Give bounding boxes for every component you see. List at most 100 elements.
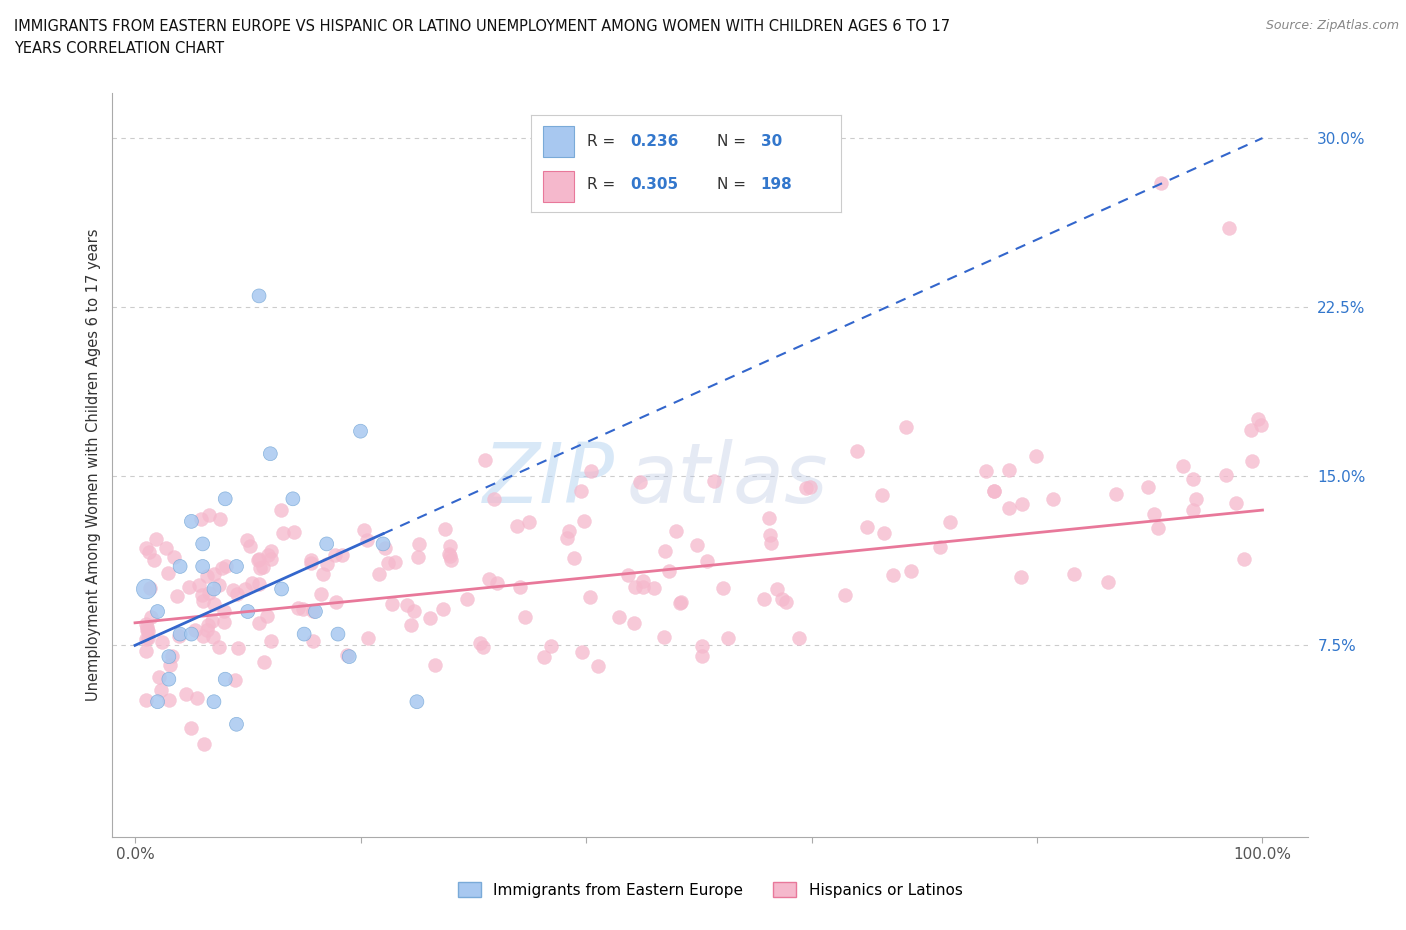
Point <box>628 474 651 489</box>
Point <box>135 631 157 646</box>
Point <box>302 633 325 648</box>
Point <box>761 536 783 551</box>
Point <box>260 551 283 566</box>
Legend: Immigrants from Eastern Europe, Hispanics or Latinos: Immigrants from Eastern Europe, Hispanic… <box>451 875 969 904</box>
Point <box>482 492 505 507</box>
Point <box>1147 521 1170 536</box>
Point <box>260 544 283 559</box>
Point <box>515 609 537 624</box>
Point <box>517 514 540 529</box>
Point <box>873 525 896 540</box>
Point <box>174 686 197 701</box>
Point <box>233 581 256 596</box>
Point <box>665 524 688 538</box>
Point <box>325 595 347 610</box>
Point <box>163 550 186 565</box>
Point <box>654 543 676 558</box>
Point <box>472 640 495 655</box>
Point <box>214 671 236 686</box>
Point <box>309 587 332 602</box>
Point <box>752 591 775 606</box>
Point <box>474 453 496 468</box>
Point <box>299 552 322 567</box>
Point <box>191 628 214 643</box>
Point <box>159 658 181 672</box>
Point <box>259 446 281 461</box>
Point <box>1240 422 1263 437</box>
Point <box>758 511 780 525</box>
Point <box>1150 176 1173 191</box>
Point <box>419 611 441 626</box>
Point <box>1105 487 1128 502</box>
Point <box>312 567 335 582</box>
Point <box>623 616 645 631</box>
Point <box>208 578 231 592</box>
Point <box>669 596 692 611</box>
Point <box>406 695 429 710</box>
Point <box>882 567 904 582</box>
Point <box>193 737 215 751</box>
Point <box>198 585 221 600</box>
Point <box>283 525 305 539</box>
Point <box>1142 507 1164 522</box>
Point <box>330 548 353 563</box>
Point <box>184 622 207 637</box>
Point <box>304 604 326 619</box>
Point <box>169 559 191 574</box>
Point <box>654 630 676 644</box>
Point <box>180 721 202 736</box>
Point <box>631 580 654 595</box>
Point <box>188 578 211 593</box>
Point <box>150 634 173 649</box>
Point <box>301 604 323 618</box>
Point <box>1240 454 1263 469</box>
Point <box>396 598 419 613</box>
Point <box>1182 503 1205 518</box>
Point <box>146 695 169 710</box>
Point <box>356 533 378 548</box>
Point <box>690 639 713 654</box>
Point <box>1247 412 1270 427</box>
Point <box>425 658 447 672</box>
Point <box>207 640 229 655</box>
Point <box>323 548 346 563</box>
Point <box>929 539 952 554</box>
Point <box>579 463 602 478</box>
Point <box>208 512 231 526</box>
Point <box>249 561 271 576</box>
Point <box>572 513 595 528</box>
Point <box>368 566 391 581</box>
Point <box>201 613 224 628</box>
Point <box>643 580 665 595</box>
Point <box>135 617 157 631</box>
Point <box>439 549 461 564</box>
Text: ZIP: ZIP <box>482 439 614 521</box>
Point <box>257 548 280 563</box>
Point <box>685 538 707 552</box>
Point <box>135 692 157 707</box>
Point <box>260 633 283 648</box>
Point <box>212 604 235 618</box>
Point <box>562 551 585 565</box>
Text: YEARS CORRELATION CHART: YEARS CORRELATION CHART <box>14 41 224 56</box>
Point <box>437 547 460 562</box>
Point <box>1025 448 1047 463</box>
Point <box>717 631 740 645</box>
Point <box>180 627 202 642</box>
Point <box>616 567 638 582</box>
Point <box>142 552 165 567</box>
Point <box>202 630 225 644</box>
Point <box>191 559 214 574</box>
Point <box>758 527 780 542</box>
Point <box>1185 491 1208 506</box>
Point <box>292 602 315 617</box>
Point <box>138 544 160 559</box>
Point <box>270 502 292 517</box>
Point <box>135 581 157 596</box>
Point <box>240 576 263 591</box>
Point <box>145 532 167 547</box>
Point <box>224 672 246 687</box>
Point <box>381 596 404 611</box>
Point <box>787 631 810 645</box>
Point <box>468 635 491 650</box>
